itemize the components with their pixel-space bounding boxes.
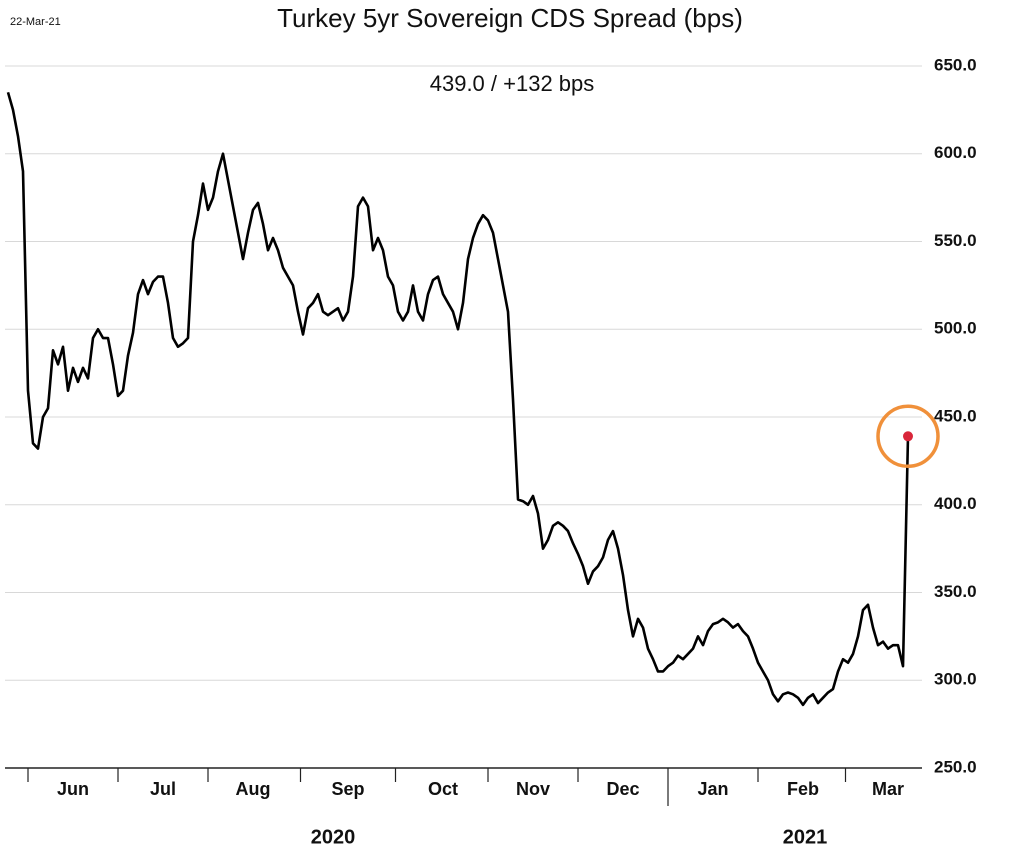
date-label: 22-Mar-21 bbox=[10, 16, 61, 28]
last-point bbox=[903, 431, 913, 442]
y-tick-label: 350.0 bbox=[934, 582, 977, 601]
chart-title: Turkey 5yr Sovereign CDS Spread (bps) bbox=[277, 3, 743, 33]
highlight-ring bbox=[876, 404, 940, 469]
y-tick-label: 650.0 bbox=[934, 55, 977, 74]
x-tick-label: Aug bbox=[236, 779, 271, 799]
x-tick-label: Oct bbox=[428, 779, 458, 799]
x-tick-label: Sep bbox=[331, 779, 364, 799]
x-tick-label: Jan bbox=[697, 779, 728, 799]
x-tick-label: Dec bbox=[606, 779, 639, 799]
x-tick-label: Jul bbox=[150, 779, 176, 799]
x-tick-label: Nov bbox=[516, 779, 550, 799]
data-line bbox=[6, 91, 910, 707]
x-tick-label: Mar bbox=[872, 779, 904, 799]
year-label: 2021 bbox=[783, 826, 828, 848]
y-tick-label: 500.0 bbox=[934, 319, 977, 338]
y-tick-label: 600.0 bbox=[934, 143, 977, 162]
y-tick-label: 250.0 bbox=[934, 757, 977, 776]
y-tick-label: 400.0 bbox=[934, 494, 977, 513]
y-tick-label: 450.0 bbox=[934, 406, 977, 425]
y-tick-label: 300.0 bbox=[934, 670, 977, 689]
chart-subtitle: 439.0 / +132 bps bbox=[430, 71, 595, 96]
x-tick-label: Feb bbox=[787, 779, 819, 799]
y-tick-label: 550.0 bbox=[934, 231, 977, 250]
year-label: 2020 bbox=[311, 826, 356, 848]
x-tick-label: Jun bbox=[57, 779, 89, 799]
